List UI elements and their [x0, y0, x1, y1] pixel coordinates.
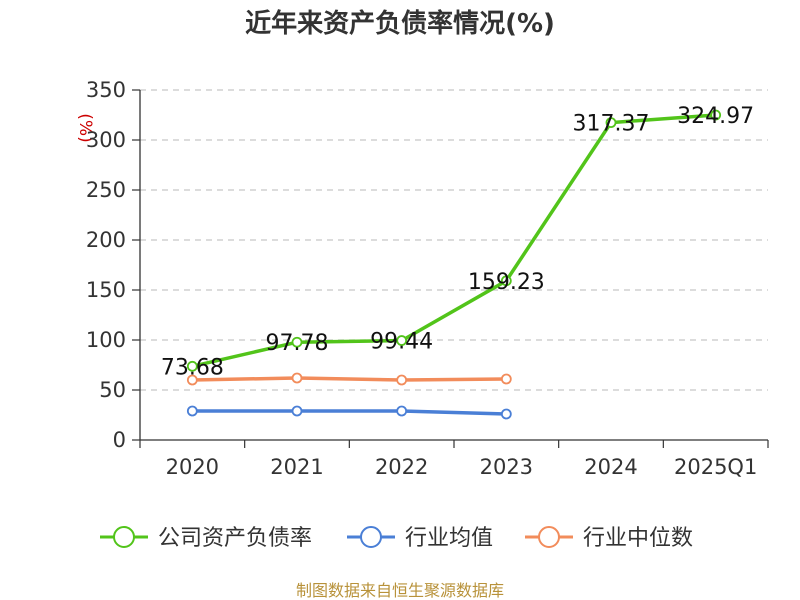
legend-marker-2: [538, 526, 560, 548]
data-point-2-1: [291, 372, 303, 384]
data-point-0-0: [186, 360, 198, 372]
data-label-0-3: 159.23: [468, 270, 545, 295]
chart-title: 近年来资产负债率情况(%): [245, 8, 555, 39]
data-point-1-0: [186, 405, 198, 417]
data-point-0-3: [500, 275, 512, 287]
data-label-0-1: 97.78: [266, 331, 329, 356]
series-line-2: [190, 376, 509, 382]
legend-marker-1: [360, 526, 382, 548]
x-tick-label-2023: 2023: [480, 455, 533, 479]
data-label-0-0: 73.68: [161, 355, 224, 380]
series-layer: 73.68 97.78 99.44 159.23 317.37 324.97: [161, 104, 754, 420]
data-point-2-2: [396, 374, 408, 386]
data-point-2-0: [186, 374, 198, 386]
y-tick-label-50: 50: [99, 378, 126, 402]
x-tick-label-2020: 2020: [166, 455, 219, 479]
legend-label-2: 行业中位数: [583, 526, 693, 551]
data-point-2-3: [500, 373, 512, 385]
data-point-0-1: [291, 336, 303, 348]
x-tick-label-2025Q1: 2025Q1: [674, 455, 757, 479]
grid-lines: [140, 89, 768, 391]
legend-label-0: 公司资产负债率: [158, 526, 312, 551]
x-tick-label-2024: 2024: [584, 455, 637, 479]
y-tick-label-300: 300: [86, 128, 126, 152]
y-tick-label-200: 200: [86, 228, 126, 252]
data-label-0-5: 324.97: [677, 104, 754, 129]
legend-label-1: 行业均值: [405, 526, 493, 551]
axes: 0 50 100 150 200 250 300 350 2020 2021 2022 2023 202…: [86, 78, 769, 479]
y-tick-label-350: 350: [86, 78, 126, 102]
legend-marker-0: [113, 526, 135, 548]
legend: 公司资产负债率 行业均值 行业中位数: [100, 526, 693, 551]
data-point-1-2: [396, 405, 408, 417]
source-note: 制图数据来自恒生聚源数据库: [296, 581, 504, 600]
y-tick-label-250: 250: [86, 178, 126, 202]
data-label-0-4: 317.37: [573, 112, 650, 137]
y-axis-label: (%): [75, 113, 95, 142]
data-point-0-5: [710, 109, 722, 121]
data-point-1-3: [500, 408, 512, 420]
series-line-1: [190, 409, 509, 416]
data-point-1-1: [291, 405, 303, 417]
y-tick-label-0: 0: [113, 428, 126, 452]
x-tick-label-2021: 2021: [270, 455, 323, 479]
series-line-0: [190, 113, 718, 369]
x-tick-label-2022: 2022: [375, 455, 428, 479]
data-label-0-2: 99.44: [370, 330, 433, 355]
y-tick-label-100: 100: [86, 328, 126, 352]
data-point-0-2: [396, 335, 408, 346]
y-tick-label-150: 150: [86, 278, 126, 302]
data-point-0-4: [605, 117, 617, 129]
